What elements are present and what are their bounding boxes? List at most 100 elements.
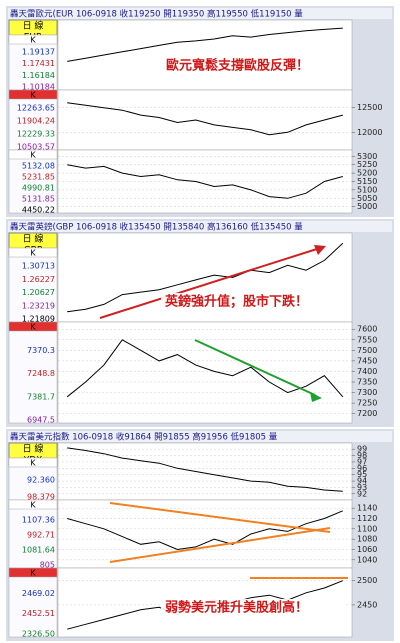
y-tick-label: 1040 xyxy=(357,555,377,564)
side-label: K xyxy=(30,501,36,510)
price-line xyxy=(67,447,343,492)
y-tick-label: 5000 xyxy=(357,202,377,211)
annotation: 英鎊強升值；股市下跌！ xyxy=(164,294,308,310)
side-label: K xyxy=(30,459,36,468)
side-label: K xyxy=(30,36,36,45)
arrow-head xyxy=(310,392,322,402)
side-label: K xyxy=(30,91,36,100)
side-label: 992.71 xyxy=(27,531,55,540)
side-label: 4990.81 xyxy=(22,184,55,193)
k-marker xyxy=(8,89,58,100)
y-tick-label: 1120 xyxy=(357,514,377,523)
y-tick-label: 7350 xyxy=(357,378,377,387)
y-tick-label: 5100 xyxy=(357,185,377,194)
y-tick-label: 12500 xyxy=(357,103,382,112)
side-label: 1081.64 xyxy=(22,546,55,555)
y-tick-label: 7550 xyxy=(357,335,377,344)
panel-header: 轟天雷歐元(EUR 106-0918 收119250 開119350 高1195… xyxy=(10,9,303,20)
side-label: K xyxy=(30,323,36,332)
panel-header: 轟天雷英鎊(GBP 106-0918 收135450 開135840 高1361… xyxy=(10,222,303,233)
price-line xyxy=(66,339,344,398)
symbol: 日 線 xyxy=(23,20,44,32)
side-label: 7248.8 xyxy=(27,369,55,378)
y-tick-label: 1100 xyxy=(357,524,377,533)
trend-line xyxy=(109,527,331,563)
arrow-head xyxy=(314,245,326,255)
side-label: 2469.02 xyxy=(22,589,55,598)
side-label: K xyxy=(30,569,36,578)
side-label: 1.30713 xyxy=(22,262,55,271)
y-tick-label: 1060 xyxy=(357,545,377,554)
label-column xyxy=(8,567,58,638)
side-label: 1.10184 xyxy=(22,83,55,92)
y-tick-label: 12000 xyxy=(357,128,382,137)
side-label: 1.21809 xyxy=(22,315,55,324)
side-label: 1.17431 xyxy=(22,59,55,68)
y-tick-label: 5250 xyxy=(357,160,377,169)
annotation: 弱勢美元推升美股創高！ xyxy=(165,600,308,616)
side-label: 2326.50 xyxy=(22,630,55,639)
price-line xyxy=(67,242,344,313)
k-marker xyxy=(8,499,58,510)
y-tick-label: 5150 xyxy=(357,177,377,186)
y-tick-label: 5200 xyxy=(357,169,377,178)
y-tick-label: 94 xyxy=(357,477,367,486)
y-tick-label: 95 xyxy=(357,470,367,479)
panel-header: 轟天雷美元指數 106-0918 收91864 開91855 高91956 低9… xyxy=(10,432,278,443)
side-label: 11904.24 xyxy=(17,117,55,126)
trend-line xyxy=(109,502,331,533)
label-column xyxy=(8,247,58,323)
side-label: K xyxy=(30,249,36,258)
side-label: 2452.51 xyxy=(22,609,55,618)
k-marker xyxy=(8,457,58,468)
plot-area xyxy=(57,19,353,91)
side-label: 1.19137 xyxy=(22,47,55,56)
y-tick-label: 7200 xyxy=(357,409,377,418)
y-tick-label: 5050 xyxy=(357,194,377,203)
price-line xyxy=(67,27,343,62)
y-tick-label: 99 xyxy=(357,445,367,454)
side-label: 5132.08 xyxy=(22,162,55,171)
side-label: 7370.3 xyxy=(27,346,55,355)
y-tick-label: 7300 xyxy=(357,388,377,397)
side-label: 1.20627 xyxy=(22,288,55,297)
price-line xyxy=(67,102,343,136)
label-column xyxy=(8,321,58,424)
y-tick-label: 7450 xyxy=(357,356,377,365)
side-label: 98.379 xyxy=(27,493,55,502)
annotation-box xyxy=(161,599,345,617)
y-tick-label: 97 xyxy=(357,457,367,466)
side-label: 6947.5 xyxy=(27,416,55,425)
k-marker xyxy=(8,34,58,45)
y-tick-label: 93 xyxy=(357,483,367,492)
y-tick-label: 5300 xyxy=(357,152,377,161)
k-marker xyxy=(8,567,58,578)
y-tick-label: 7250 xyxy=(357,399,377,408)
header-bar xyxy=(8,8,392,19)
y-tick-label: 1140 xyxy=(357,504,377,513)
label-column xyxy=(8,89,58,151)
side-label: 5131.85 xyxy=(22,195,55,204)
price-line xyxy=(67,164,343,199)
side-label: 7381.7 xyxy=(27,392,55,401)
y-tick-label: 2500 xyxy=(357,576,377,585)
y-tick-label: 7400 xyxy=(357,367,377,376)
trend-arrow xyxy=(99,247,321,319)
y-tick-label: 7500 xyxy=(357,346,377,355)
side-label: 1.26227 xyxy=(22,275,55,284)
symbol: 日 線 xyxy=(23,233,44,245)
symbol: 日 線 xyxy=(23,443,44,455)
side-label: 805 xyxy=(40,561,55,570)
side-label: 10503.57 xyxy=(17,143,55,152)
plot-area xyxy=(57,442,353,501)
annotation: 歐元寬鬆支撐歐股反彈！ xyxy=(166,58,309,74)
side-label: 4450.22 xyxy=(22,206,55,215)
y-tick-label: 98 xyxy=(357,451,367,460)
side-label: 1107.36 xyxy=(22,516,55,525)
plot-area xyxy=(57,89,353,151)
side-label: 12263.65 xyxy=(17,104,55,113)
k-marker xyxy=(8,247,58,258)
plot-area xyxy=(57,321,353,424)
header-bar xyxy=(8,431,392,442)
